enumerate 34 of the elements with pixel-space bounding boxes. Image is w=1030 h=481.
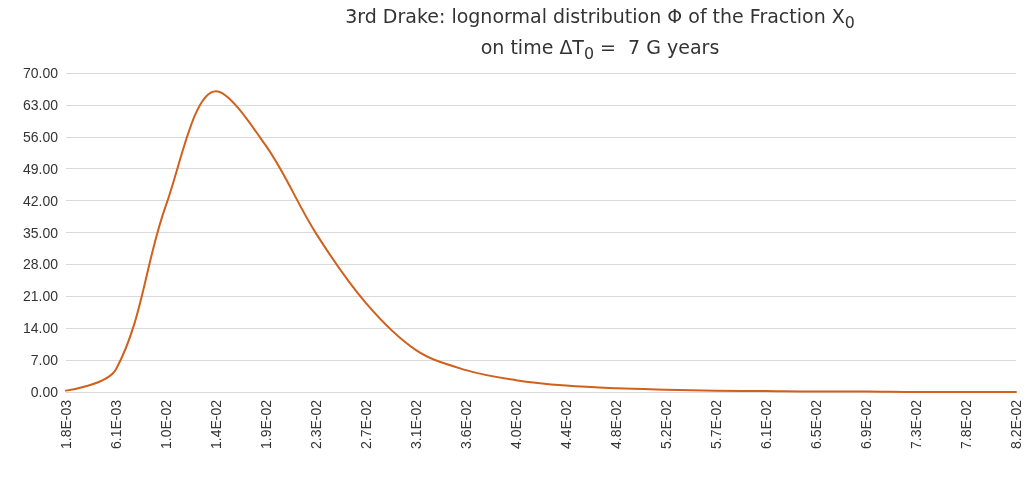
x-tick-label: 6.5E-02 bbox=[808, 399, 824, 450]
x-tick-label: 5.7E-02 bbox=[708, 399, 724, 450]
chart-title: 3rd Drake: lognormal distribution Φ of the Fraction X$_{0}$ bbox=[344, 4, 856, 34]
x-tick-label: 2.3E-02 bbox=[308, 399, 324, 450]
y-tick-label: 56.00 bbox=[22, 128, 59, 145]
x-tick-label: 4.0E-02 bbox=[508, 399, 524, 450]
y-tick-label: 63.00 bbox=[22, 96, 59, 113]
x-tick-label: 6.1E-02 bbox=[758, 399, 774, 450]
y-tick-label: 70.00 bbox=[22, 65, 59, 81]
y-tick-label: 7.00 bbox=[30, 352, 59, 369]
y-tick-label: 21.00 bbox=[22, 288, 59, 305]
y-tick-label: 35.00 bbox=[22, 224, 59, 241]
x-tick-label: 4.4E-02 bbox=[558, 399, 574, 450]
x-tick-label: 1.8E-03 bbox=[58, 399, 74, 450]
x-tick-label: 1.9E-02 bbox=[258, 399, 274, 450]
y-tick-label: 28.00 bbox=[22, 256, 59, 273]
x-tick-label: 8.2E-02 bbox=[1008, 399, 1024, 450]
x-tick-label: 6.9E-02 bbox=[858, 399, 874, 450]
line-series bbox=[65, 90, 1017, 393]
x-tick-label: 3.1E-02 bbox=[408, 399, 424, 450]
y-tick-label: 42.00 bbox=[22, 192, 59, 209]
x-tick-label: 6.1E-03 bbox=[108, 399, 124, 450]
x-tick-label: 4.8E-02 bbox=[608, 399, 624, 450]
y-tick-label: 14.00 bbox=[22, 320, 59, 337]
x-tick-label: 3.6E-02 bbox=[458, 399, 474, 450]
x-tick-label: 1.0E-02 bbox=[158, 399, 174, 450]
x-tick-label: 7.8E-02 bbox=[958, 399, 974, 450]
x-tick-label: 1.4E-02 bbox=[208, 399, 224, 450]
x-tick-label: 2.7E-02 bbox=[358, 399, 374, 450]
y-tick-label: 0.00 bbox=[30, 384, 59, 400]
x-tick-label: 7.3E-02 bbox=[908, 399, 924, 450]
chart-subtitle: on time ΔT$_{0}$ = 7 G years bbox=[479, 34, 721, 65]
x-tick-label: 5.2E-02 bbox=[658, 399, 674, 450]
y-tick-label: 49.00 bbox=[22, 160, 59, 177]
